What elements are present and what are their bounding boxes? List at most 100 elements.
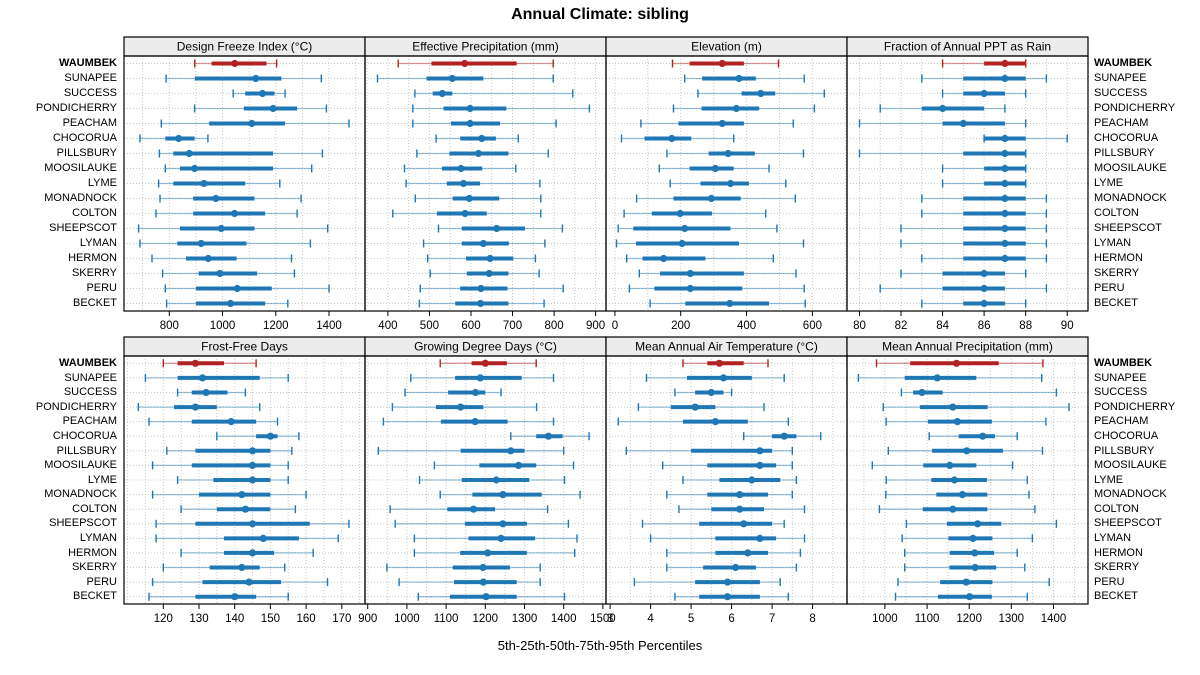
percentile-row-pondicherry bbox=[882, 403, 1070, 412]
percentile-row-chocorua bbox=[139, 134, 209, 143]
median-dot bbox=[499, 491, 507, 499]
percentile-row-colton bbox=[878, 505, 1036, 514]
percentile-row-chocorua bbox=[928, 432, 1018, 441]
percentile-row-becket bbox=[148, 592, 289, 601]
site-label-sheepscot: SHEEPSCOT bbox=[1094, 517, 1162, 530]
percentile-row-colton bbox=[921, 209, 1048, 218]
median-dot bbox=[258, 89, 267, 98]
percentile-row-skerry bbox=[161, 269, 296, 278]
median-dot bbox=[1001, 134, 1009, 143]
median-dot bbox=[217, 224, 225, 233]
median-dot bbox=[471, 418, 479, 426]
site-label-sheepscot: SHEEPSCOT bbox=[1094, 222, 1162, 234]
percentile-row-becket bbox=[674, 592, 789, 601]
median-dot bbox=[197, 239, 205, 248]
site-label-colton: COLTON bbox=[72, 207, 117, 219]
median-dot bbox=[493, 224, 501, 233]
percentile-row-sheepscot bbox=[905, 519, 1058, 528]
median-dot bbox=[707, 388, 715, 397]
median-dot bbox=[723, 578, 732, 586]
x-tick-label: 150 bbox=[261, 613, 280, 625]
percentile-row-sunapee bbox=[645, 373, 785, 382]
x-tick-label: 1300 bbox=[999, 613, 1025, 625]
percentile-row-pondicherry bbox=[412, 104, 591, 113]
percentile-row-monadnock bbox=[414, 194, 542, 203]
median-dot bbox=[724, 149, 732, 158]
median-dot bbox=[726, 299, 734, 308]
percentile-row-success bbox=[674, 388, 733, 397]
median-dot bbox=[711, 164, 719, 173]
x-tick-label: 1000 bbox=[394, 613, 420, 625]
percentile-row-hermon bbox=[180, 548, 314, 557]
percentile-row-monadnock bbox=[159, 194, 302, 203]
site-label-peru: PERU bbox=[86, 575, 117, 588]
panel-strip-title: Mean Annual Air Temperature (°C) bbox=[635, 340, 818, 354]
x-tick-label: 1400 bbox=[316, 320, 342, 332]
panel-strip-title: Frost-Free Days bbox=[201, 340, 288, 354]
x-tick-label: 86 bbox=[978, 320, 991, 332]
site-label-success: SUCCESS bbox=[63, 386, 117, 399]
percentile-row-sheepscot bbox=[437, 224, 564, 233]
median-dot bbox=[949, 403, 957, 411]
site-label-peru: PERU bbox=[86, 282, 117, 294]
median-dot bbox=[980, 299, 988, 308]
percentile-row-moosilauke bbox=[164, 164, 313, 173]
median-dot bbox=[1001, 74, 1009, 83]
percentile-row-pondicherry bbox=[879, 104, 1006, 113]
percentile-row-colton bbox=[678, 505, 806, 514]
percentile-row-pillsbury bbox=[377, 446, 565, 455]
site-label-becket: BECKET bbox=[72, 297, 117, 309]
median-dot bbox=[476, 299, 485, 308]
percentile-row-moosilauke bbox=[403, 164, 517, 173]
median-dot bbox=[980, 284, 988, 293]
percentile-row-lyme bbox=[157, 179, 281, 188]
median-dot bbox=[748, 476, 756, 484]
site-label-lyman: LYMAN bbox=[79, 532, 117, 545]
median-dot bbox=[248, 119, 256, 128]
percentile-row-hermon bbox=[427, 254, 537, 263]
median-dot bbox=[949, 505, 957, 513]
panel-effective-precipitation-mm: Effective Precipitation (mm) 400 500 600 700… bbox=[364, 36, 607, 332]
median-dot bbox=[966, 593, 974, 601]
x-tick-label: 8 bbox=[809, 613, 815, 625]
median-dot bbox=[248, 520, 257, 528]
panel-strip-title: Elevation (m) bbox=[691, 40, 762, 54]
panel-frost-free-days: Frost-Free Days 120 130 140 150 160 170 bbox=[123, 336, 366, 625]
x-tick-label: 130 bbox=[189, 613, 208, 625]
percentile-row-lyme bbox=[682, 476, 798, 484]
median-dot bbox=[980, 269, 988, 278]
median-dot bbox=[711, 418, 720, 426]
median-dot bbox=[1001, 149, 1009, 158]
percentile-row-success bbox=[232, 89, 286, 98]
site-labels-right-bottom: WAUMBEK SUNAPEE SUCCESS PONDICHERRY PEACHAM C… bbox=[1094, 356, 1200, 604]
median-dot bbox=[962, 578, 970, 586]
median-dot bbox=[477, 284, 485, 293]
percentile-row-peru bbox=[897, 578, 1050, 587]
site-label-success: SUCCESS bbox=[1094, 87, 1148, 99]
site-label-waumbek: WAUMBEK bbox=[58, 357, 117, 369]
site-label-pondicherry: PONDICHERRY bbox=[35, 102, 117, 114]
site-label-monadnock: MONADNOCK bbox=[1094, 192, 1167, 204]
site-label-sunapee: SUNAPEE bbox=[64, 72, 117, 84]
median-dot bbox=[726, 179, 735, 188]
percentile-row-lyman bbox=[422, 239, 546, 248]
x-tick-label: 1100 bbox=[915, 613, 940, 625]
panel-design-freeze-index-c: Design Freeze Index (°C) 800 1000 1200 1400 bbox=[123, 36, 366, 332]
x-tick-label: 120 bbox=[154, 613, 173, 625]
median-dot bbox=[678, 239, 686, 248]
site-label-colton: COLTON bbox=[1094, 207, 1139, 219]
median-dot bbox=[476, 374, 484, 382]
site-label-becket: BECKET bbox=[1094, 590, 1139, 603]
site-label-pillsbury: PILLSBURY bbox=[1094, 147, 1155, 159]
median-dot bbox=[248, 476, 257, 484]
percentile-row-moosilauke bbox=[433, 461, 575, 470]
site-label-waumbek: WAUMBEK bbox=[1094, 57, 1153, 69]
median-dot bbox=[939, 104, 947, 113]
x-tick-label: 1200 bbox=[473, 613, 499, 625]
percentile-row-peacham bbox=[160, 119, 350, 128]
percentile-row-lyme bbox=[669, 179, 787, 188]
percentile-row-lyme bbox=[176, 476, 289, 484]
percentile-row-hermon bbox=[666, 548, 802, 557]
percentile-row-monadnock bbox=[666, 490, 793, 499]
percentile-row-sheepscot bbox=[155, 519, 350, 528]
